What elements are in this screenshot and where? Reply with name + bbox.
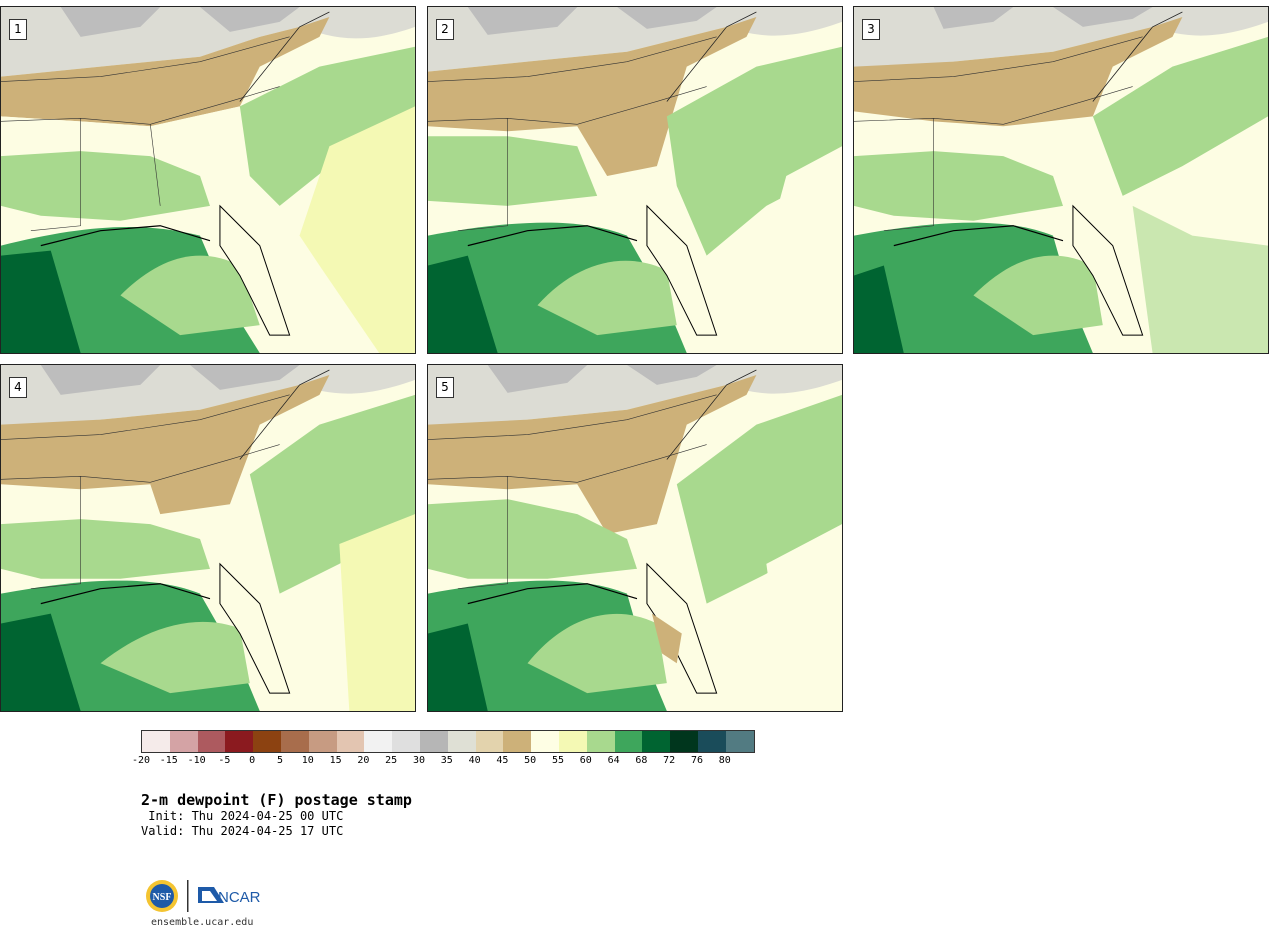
ncar-text: NCAR [218,889,261,906]
colorbar-tick-label: 68 [635,755,648,766]
panel-number: 1 [9,19,27,40]
dewpoint-map [428,7,842,353]
colorbar-tick-label: 35 [440,755,453,766]
panel-number: 5 [436,377,454,398]
colorbar-tick-label: 10 [301,755,314,766]
colorbar-swatch [642,731,671,752]
colorbar-tick-label: -10 [187,755,206,766]
colorbar-swatch [586,731,615,752]
colorbar-swatch [614,731,643,752]
nsf-text: NSF [153,892,172,903]
dewpoint-map [854,7,1268,353]
panel-number: 4 [9,377,27,398]
colorbar-swatch [280,731,309,752]
colorbar-tick-label: 80 [718,755,731,766]
colorbar-swatch [169,731,198,752]
colorbar-swatch [197,731,226,752]
nsf-ncar-logo: NSF NCAR [144,877,274,917]
colorbar-tick-label: 5 [276,755,284,766]
panel-number: 3 [862,19,880,40]
map-panel-5: 5 [427,364,843,712]
colorbar-swatch [697,731,726,752]
colorbar-swatch [531,731,559,752]
colorbar-tick-label: 30 [412,755,426,766]
colorbar-tick-label: 55 [551,755,565,766]
colorbar-tick-label: 50 [524,755,537,766]
colorbar-tick-label: 0 [249,755,256,766]
colorbar-swatch [558,731,587,752]
colorbar-tick-label: 76 [690,755,704,766]
colorbar [141,730,755,753]
colorbar-swatch [419,731,448,752]
colorbar-ticks: -20 -15 -10 -5 0 5 10 15 20 25 30 35 40 45 50 55 60 64 68 7… [0,755,800,769]
panel-number: 2 [436,19,454,40]
colorbar-tick-label: 72 [663,755,676,766]
valid-time: Valid: Thu 2024-04-25 17 UTC [141,824,344,838]
colorbar-swatch [253,731,281,752]
dewpoint-map [1,365,415,711]
colorbar-swatch [142,731,170,752]
colorbar-swatch [336,731,365,752]
colorbar-swatch [503,731,532,752]
colorbar-tick-label: 25 [385,755,398,766]
colorbar-tick-label: 60 [579,755,592,766]
colorbar-tick-label: -15 [159,755,178,766]
colorbar-swatch [308,731,337,752]
dewpoint-map [428,365,842,711]
colorbar-swatch [392,731,420,752]
colorbar-swatch [364,731,393,752]
colorbar-swatch [670,731,698,752]
colorbar-swatch [725,731,754,752]
map-panel-2: 2 [427,6,843,354]
colorbar-tick-label: 15 [329,755,342,766]
colorbar-tick-label: 64 [607,755,620,766]
colorbar-tick-label: 40 [468,755,481,766]
colorbar-tick-label: -20 [131,755,151,766]
dewpoint-map [1,7,415,353]
map-panel-1: 1 [0,6,416,354]
colorbar-swatch [475,731,504,752]
chart-title: 2-m dewpoint (F) postage stamp [141,791,412,809]
map-panel-3: 3 [853,6,1269,354]
colorbar-tick-label: 45 [496,755,509,766]
colorbar-tick-label: 20 [357,755,370,766]
map-panel-4: 4 [0,364,416,712]
site-url: ensemble.ucar.edu [151,917,254,928]
colorbar-swatch [225,731,254,752]
init-time: Init: Thu 2024-04-25 00 UTC [141,809,344,823]
colorbar-swatch [447,731,476,752]
colorbar-tick-label: -5 [218,755,231,766]
